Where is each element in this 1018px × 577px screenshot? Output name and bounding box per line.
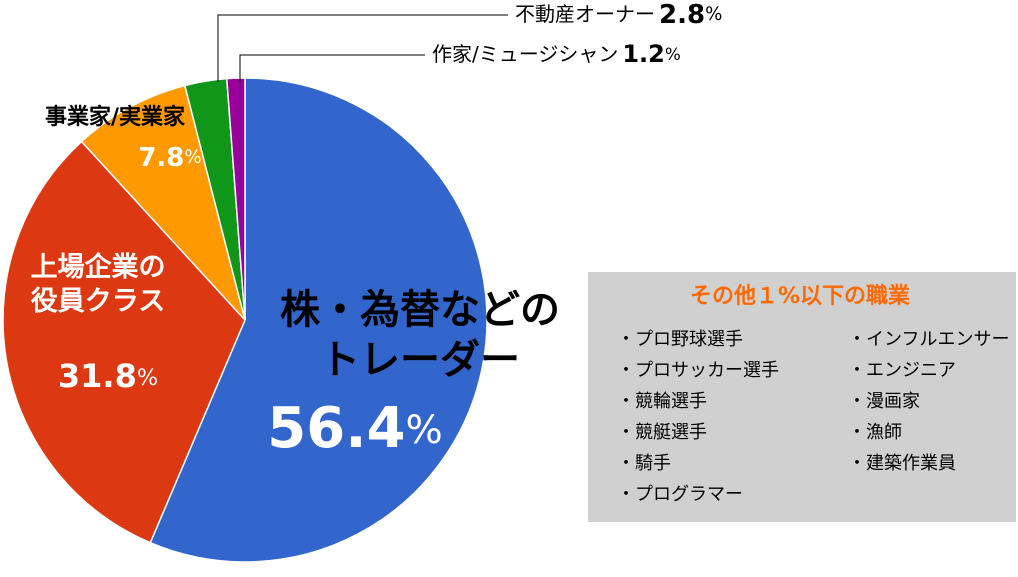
- other-item: ・プロ野球選手: [617, 329, 743, 350]
- other-item: ・インフルエンサー: [848, 329, 1009, 350]
- other-item: ・プロサッカー選手: [617, 360, 779, 381]
- value-label: 7.8%: [138, 143, 201, 173]
- value-label: 2.8%: [659, 0, 722, 30]
- slice-label: 上場企業の役員クラス: [31, 251, 166, 317]
- slice-label: 作家/ミュージシャン: [432, 42, 618, 66]
- pie-slice: [225, 77, 246, 321]
- pie-slice: [2, 140, 246, 544]
- value-label: 1.2%: [622, 40, 681, 68]
- other-item: ・エンジニア: [848, 360, 956, 381]
- value-label: 56.4%: [267, 396, 442, 461]
- leader-line: [239, 54, 425, 82]
- other-item: ・建築作業員: [848, 453, 956, 474]
- pie-slice: [80, 84, 246, 321]
- pie-slice: [149, 77, 488, 563]
- other-item: ・漫画家: [848, 391, 920, 412]
- slice-label: 株・為替などのトレーダー: [280, 287, 560, 383]
- slice-label: 事業家/実業家: [45, 104, 186, 130]
- other-item: ・騎手: [617, 453, 671, 474]
- other-item: ・プログラマー: [617, 484, 743, 505]
- other-item: ・漁師: [848, 422, 902, 443]
- other-item: ・競輪選手: [617, 391, 707, 412]
- value-label: 31.8%: [58, 357, 158, 395]
- other-item: ・競艇選手: [617, 422, 707, 443]
- slice-label: 不動産オーナー: [515, 2, 655, 26]
- other-box-title: その他１%以下の職業: [690, 283, 911, 309]
- other-box: [588, 272, 1016, 522]
- leader-line: [217, 14, 508, 82]
